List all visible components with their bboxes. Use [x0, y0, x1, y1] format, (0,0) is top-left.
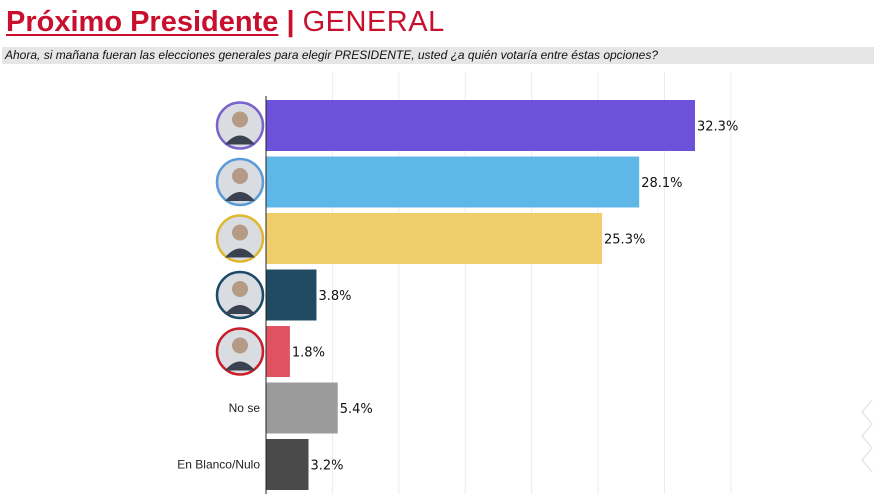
- candidate-avatar: [215, 157, 265, 207]
- decoration-zigzag: [861, 399, 873, 473]
- labels: 32.3% 28.1% 25.3% 3.8% 1.8% 5.4% No se 3.2% En B…: [177, 120, 738, 474]
- bar: [266, 100, 695, 151]
- avatar-shoulders: [225, 248, 255, 258]
- candidate-avatar: [215, 214, 265, 263]
- value-label: 25.3%: [604, 233, 645, 248]
- value-label: 3.8%: [318, 289, 351, 304]
- bar: [266, 382, 338, 434]
- avatar-head: [232, 224, 248, 241]
- title-main: Próximo Presidente: [6, 6, 279, 38]
- chart-title: Próximo Presidente | GENERAL: [6, 2, 445, 42]
- bar: [266, 269, 317, 321]
- avatar-head: [232, 168, 248, 184]
- avatars: [215, 101, 265, 376]
- value-label: 5.4%: [340, 402, 373, 417]
- avatar-head: [232, 281, 248, 297]
- candidate-avatar: [215, 101, 265, 150]
- avatar-head: [232, 111, 248, 128]
- avatar-shoulders: [225, 135, 255, 145]
- avatar-shoulders: [225, 192, 255, 201]
- bars: [266, 100, 695, 490]
- category-label: En Blanco/Nulo: [177, 458, 260, 472]
- bar: [266, 213, 603, 264]
- value-label: 28.1%: [641, 176, 682, 191]
- candidate-avatar: [215, 270, 265, 320]
- candidate-avatar: [215, 327, 265, 376]
- corner-decoration: [861, 399, 873, 473]
- avatar-shoulders: [225, 305, 255, 314]
- bar: [266, 326, 290, 377]
- value-label: 32.3%: [697, 120, 738, 135]
- bar: [266, 156, 640, 208]
- avatar-head: [232, 337, 248, 354]
- avatar-shoulders: [225, 361, 255, 371]
- survey-question: Ahora, si mañana fueran las elecciones g…: [2, 47, 874, 64]
- title-separator: |: [286, 6, 295, 38]
- bar: [266, 439, 309, 490]
- value-label: 3.2%: [311, 459, 344, 474]
- category-label: No se: [229, 401, 261, 415]
- title-scope: GENERAL: [302, 6, 445, 38]
- value-label: 1.8%: [292, 346, 325, 361]
